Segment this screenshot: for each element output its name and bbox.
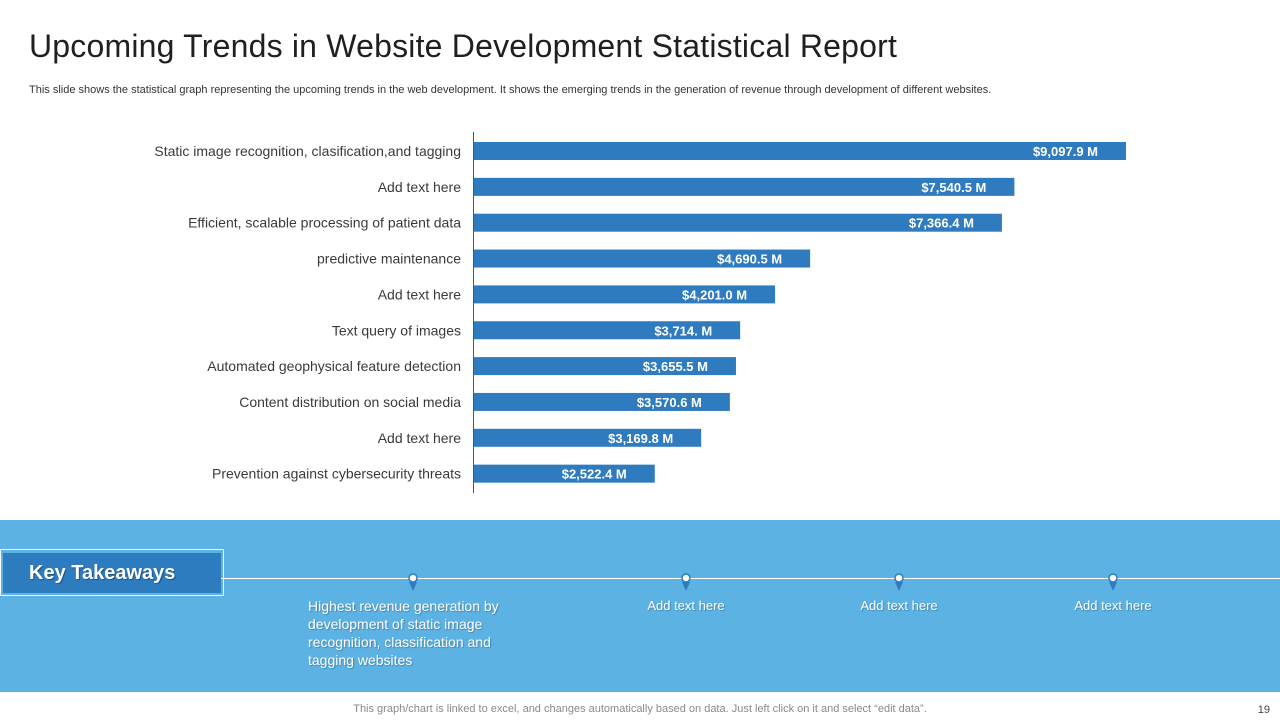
category-label: Content distribution on social media	[239, 394, 461, 410]
page-subtitle: This slide shows the statistical graph r…	[29, 84, 992, 96]
category-label: Add text here	[378, 286, 461, 302]
category-label: Static image recognition, clasification,…	[154, 143, 461, 159]
data-label: $9,097.9 M	[1033, 144, 1098, 159]
data-label: $3,714. M	[654, 323, 712, 338]
bar[interactable]	[474, 213, 1002, 232]
takeaway-text-2: Add text here	[647, 598, 725, 613]
data-label: $4,690.5 M	[717, 252, 782, 267]
bar[interactable]	[474, 392, 730, 411]
key-takeaways-heading: Key Takeaways	[3, 553, 221, 593]
bar[interactable]	[474, 357, 736, 376]
bar[interactable]	[474, 177, 1015, 196]
bar[interactable]	[474, 285, 776, 304]
category-label: Efficient, scalable processing of patien…	[188, 215, 461, 231]
bar-chart[interactable]: Static image recognition, clasification,…	[0, 125, 1280, 505]
timeline-line	[220, 578, 1280, 579]
bar[interactable]	[474, 464, 655, 483]
footer-note: This graph/chart is linked to excel, and…	[353, 703, 927, 715]
pin-icon	[1108, 573, 1118, 591]
data-label: $2,522.4 M	[562, 467, 627, 482]
data-label: $3,169.8 M	[608, 431, 673, 446]
bar[interactable]	[474, 142, 1126, 160]
category-label: Add text here	[378, 430, 461, 446]
category-label: Text query of images	[332, 322, 461, 338]
data-label: $3,655.5 M	[643, 359, 708, 374]
page-number: 19	[1257, 704, 1270, 716]
bar[interactable]	[474, 428, 702, 447]
data-label: $4,201.0 M	[682, 287, 747, 302]
page-title: Upcoming Trends in Website Development S…	[29, 28, 898, 64]
key-takeaways-band	[0, 520, 1280, 692]
bar[interactable]	[474, 249, 811, 268]
category-label: Prevention against cybersecurity threats	[212, 466, 461, 482]
bar[interactable]	[474, 321, 741, 340]
category-label: Automated geophysical feature detection	[207, 358, 461, 374]
data-label: $3,570.6 M	[637, 395, 702, 410]
takeaway-text-1: Highest revenue generation by developmen…	[308, 598, 499, 668]
key-takeaways-frame	[0, 549, 224, 596]
takeaway-text-4: Add text here	[1074, 598, 1152, 613]
data-label: $7,366.4 M	[909, 216, 974, 231]
category-label: Add text here	[378, 179, 461, 195]
pin-icon	[681, 573, 691, 591]
data-label: $7,540.5 M	[921, 180, 986, 195]
category-label: predictive maintenance	[317, 251, 461, 267]
pin-icon	[894, 573, 904, 591]
pin-icon	[408, 573, 418, 591]
takeaway-text-3: Add text here	[860, 598, 938, 613]
